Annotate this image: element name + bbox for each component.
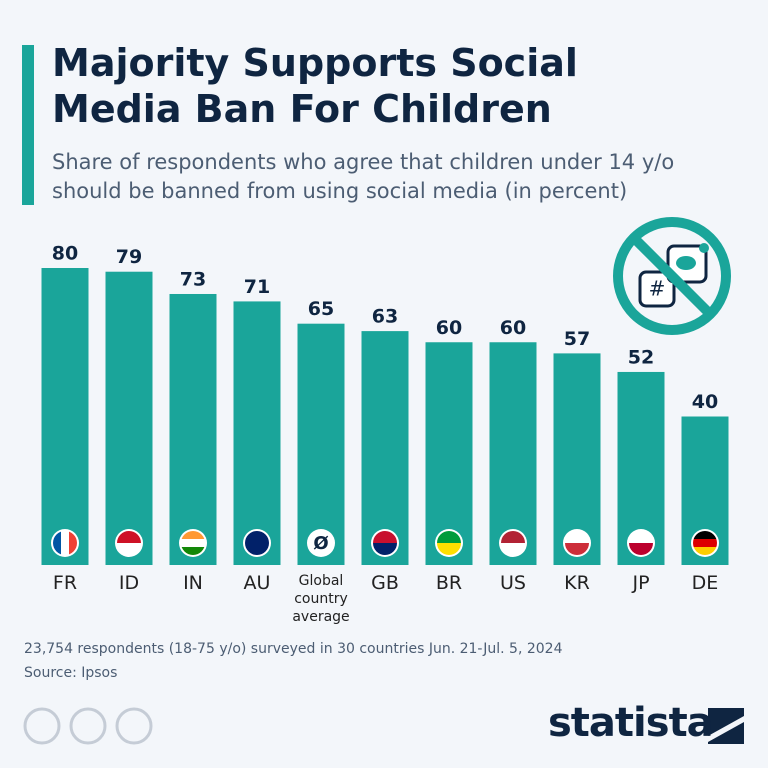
average-marker: Ø [313,533,328,554]
value-label: 73 [180,268,206,290]
flag-stripe [373,531,397,543]
chart-title: Majority Supports Social Media Ban For C… [52,41,578,131]
bar [233,301,281,565]
flag-stripe [693,539,717,547]
flag-stripe [693,531,717,539]
x-tick-label: JP [632,572,650,594]
license-icons [23,707,153,745]
brand-icon [708,708,744,744]
flag-stripe [501,543,525,555]
x-tick-label: KR [564,572,590,594]
flag-stripe [69,531,77,555]
flag-stripe [373,543,397,555]
flag-stripe [245,543,269,555]
x-tick-label: BR [435,572,463,594]
x-tick-label: ID [118,572,140,594]
value-label: 52 [628,346,654,368]
flag-stripe [629,531,653,543]
flag-stripe [181,531,205,539]
flag-stripe [181,539,205,547]
chart-subtitle: Share of respondents who agree that chil… [52,150,675,203]
value-label: 71 [244,276,270,298]
bar [425,342,473,565]
x-tick-label: DE [691,572,719,594]
flag-stripe [61,531,69,555]
flag-stripe [501,531,525,543]
x-tick-label: FR [52,572,78,594]
flag-stripe [53,531,61,555]
value-label: 40 [692,391,718,413]
flag-stripe [693,547,717,555]
x-tick-label: GB [371,572,399,594]
x-tick-label: US [500,572,526,594]
value-label: 65 [308,298,334,320]
flag [307,529,335,557]
flag-stripe [565,543,589,555]
value-label: 57 [564,328,590,350]
x-tick-label: AU [243,572,271,594]
bar [489,342,537,565]
x-tick-label: Global country average [292,573,350,625]
flag-stripe [629,543,653,555]
flag-stripe [181,547,205,555]
brand: statista [548,700,714,746]
source: Source: Ipsos [24,665,118,681]
flag-stripe [437,543,461,555]
x-tick-label: IN [183,572,203,594]
value-label: 60 [436,317,462,339]
bar [105,271,153,565]
value-label: 79 [116,246,142,268]
value-label: 60 [500,317,526,339]
bar [41,268,89,565]
note: 23,754 respondents (18-75 y/o) surveyed … [24,641,563,657]
no-social-icon: # [613,217,731,335]
value-label: 80 [52,243,78,265]
flag-stripe [245,531,269,543]
bar [169,293,217,565]
flag-stripe [437,531,461,543]
flag-stripe [117,531,141,543]
flag-stripe [117,543,141,555]
bar [361,331,409,565]
value-label: 63 [372,306,398,328]
bar [297,323,345,565]
title-accent [22,45,34,205]
svg-text:#: # [649,277,666,301]
flag-stripe [565,531,589,543]
